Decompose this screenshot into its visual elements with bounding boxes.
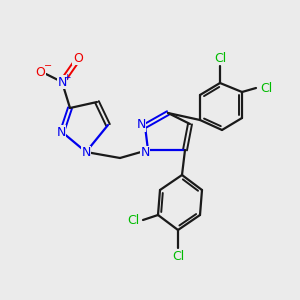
- Text: Cl: Cl: [127, 214, 139, 226]
- Text: +: +: [63, 73, 71, 82]
- Text: N: N: [57, 76, 67, 88]
- Text: Cl: Cl: [260, 82, 272, 94]
- Text: N: N: [136, 118, 146, 131]
- Text: N: N: [81, 146, 91, 160]
- Text: Cl: Cl: [214, 52, 226, 64]
- Text: N: N: [56, 125, 66, 139]
- Text: O: O: [73, 52, 83, 64]
- Text: N: N: [140, 146, 150, 160]
- Text: O: O: [35, 65, 45, 79]
- Text: Cl: Cl: [172, 250, 184, 262]
- Text: −: −: [44, 61, 52, 71]
